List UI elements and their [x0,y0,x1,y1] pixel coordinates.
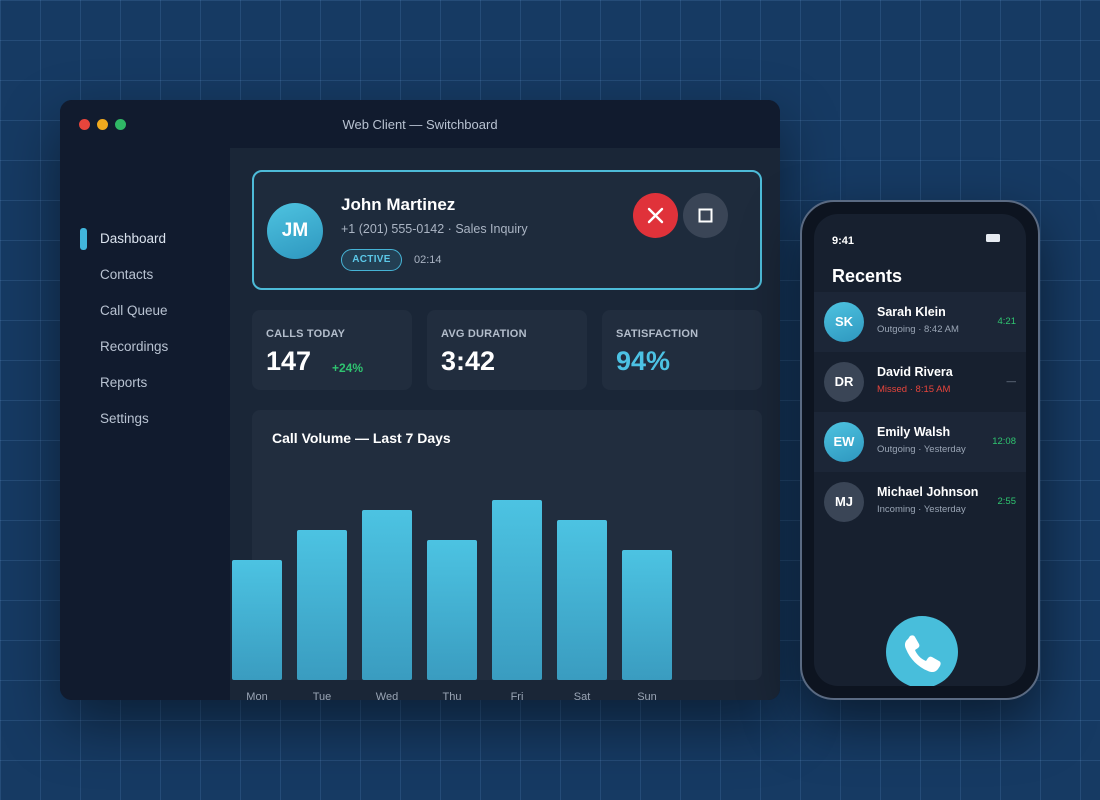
call-duration: 12:08 [992,436,1016,447]
recent-call-row[interactable]: SK Sarah Klein Outgoing · 8:42 AM 4:21 [814,292,1026,352]
stat-delta: +24% [332,361,364,375]
close-window-button[interactable] [79,119,90,130]
desktop-window: Web Client — Switchboard Dashboard Conta… [60,100,780,700]
contact-name: David Rivera [877,365,953,379]
sidebar: Dashboard Contacts Call Queue Recordings… [60,148,230,700]
caller-avatar: JM [267,203,323,259]
stat-label: CALLS TODAY [266,328,346,340]
battery-icon [986,234,1000,242]
dial-button[interactable] [886,616,958,686]
contact-avatar: EW [824,422,864,462]
stop-button[interactable] [683,193,728,238]
contact-avatar: DR [824,362,864,402]
call-detail: Outgoing · 8:42 AM [877,324,959,335]
contact-avatar: MJ [824,482,864,522]
call-duration: 2:55 [997,496,1017,507]
status-bar-time: 9:41 [832,235,855,247]
call-duration: 4:21 [997,316,1017,327]
contact-avatar: SK [824,302,864,342]
chart-title: Call Volume — Last 7 Days [272,430,451,446]
minimize-window-button[interactable] [97,119,108,130]
sidebar-item-reports[interactable]: Reports [100,375,148,390]
contact-name: Michael Johnson [877,485,979,499]
stat-card-calls-today: CALLS TODAY 147 +24% [252,310,412,390]
stat-label: SATISFACTION [616,328,699,340]
stat-value: 147 [266,346,312,376]
stat-label: AVG DURATION [441,328,527,340]
caller-name: John Martinez [341,195,456,214]
call-detail: Incoming · Yesterday [877,504,966,515]
call-duration: — [1006,376,1017,387]
sidebar-item-call-queue[interactable]: Call Queue [100,303,168,318]
close-icon [647,207,664,224]
maximize-window-button[interactable] [115,119,126,130]
call-volume-chart-card: Call Volume — Last 7 Days [252,410,762,680]
phone-icon [904,635,941,673]
call-timer: 02:14 [414,254,442,266]
recent-call-row[interactable]: MJ Michael Johnson Incoming · Yesterday … [814,472,1026,532]
sidebar-item-dashboard[interactable]: Dashboard [100,231,167,246]
contact-name: Sarah Klein [877,305,946,319]
stat-card-satisfaction: SATISFACTION 94% [602,310,762,390]
active-nav-indicator [80,228,87,250]
main-content: JM John Martinez +1 (201) 555-0142 · Sal… [230,148,780,700]
sidebar-item-contacts[interactable]: Contacts [100,267,154,282]
sidebar-item-settings[interactable]: Settings [100,411,149,426]
call-detail: Missed · 8:15 AM [877,384,951,395]
status-badge: ACTIVE [341,249,402,271]
recent-call-row[interactable]: EW Emily Walsh Outgoing · Yesterday 12:0… [814,412,1026,472]
phone-screen: 9:41 Recents SK Sarah Klein Outgoing · 8… [814,214,1026,686]
title-bar: Web Client — Switchboard [60,100,780,148]
call-detail: Outgoing · Yesterday [877,444,966,455]
window-title: Web Client — Switchboard [342,117,498,132]
end-call-button[interactable] [633,193,678,238]
caller-info: +1 (201) 555-0142 · Sales Inquiry [341,222,528,236]
stop-icon [698,208,713,223]
stat-card-avg-duration: AVG DURATION 3:42 [427,310,587,390]
mobile-phone: 9:41 Recents SK Sarah Klein Outgoing · 8… [800,200,1040,700]
recent-call-row[interactable]: DR David Rivera Missed · 8:15 AM — [814,352,1026,412]
active-call-card: JM John Martinez +1 (201) 555-0142 · Sal… [252,170,762,290]
contact-name: Emily Walsh [877,425,951,439]
sidebar-item-recordings[interactable]: Recordings [100,339,169,354]
stat-value: 3:42 [441,346,496,376]
recents-title: Recents [832,266,903,286]
stat-value: 94% [616,346,671,376]
